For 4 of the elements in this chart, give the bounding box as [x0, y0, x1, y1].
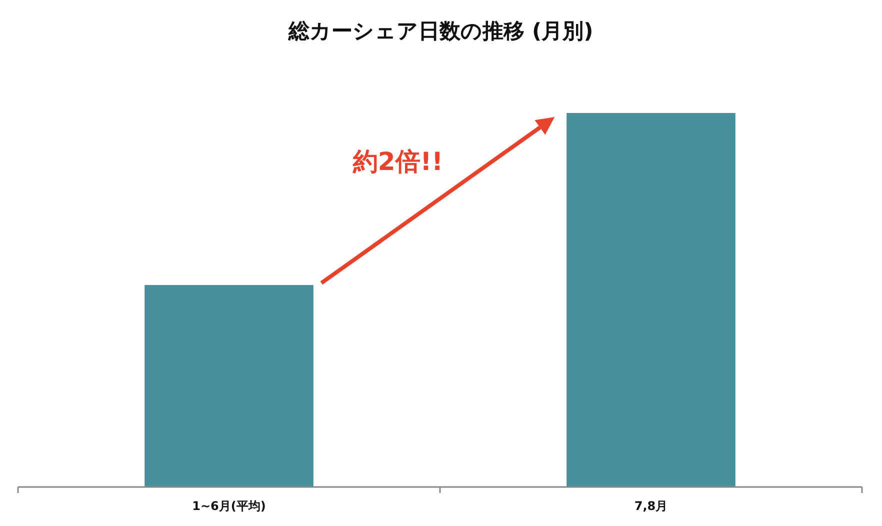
- x-tick-label: 1~6月(平均): [192, 499, 266, 513]
- x-tick-label: 7,8月: [634, 499, 668, 513]
- chart-title: 総カーシェア日数の推移 (月別): [288, 19, 594, 43]
- annotation: 約2倍!!: [352, 147, 444, 176]
